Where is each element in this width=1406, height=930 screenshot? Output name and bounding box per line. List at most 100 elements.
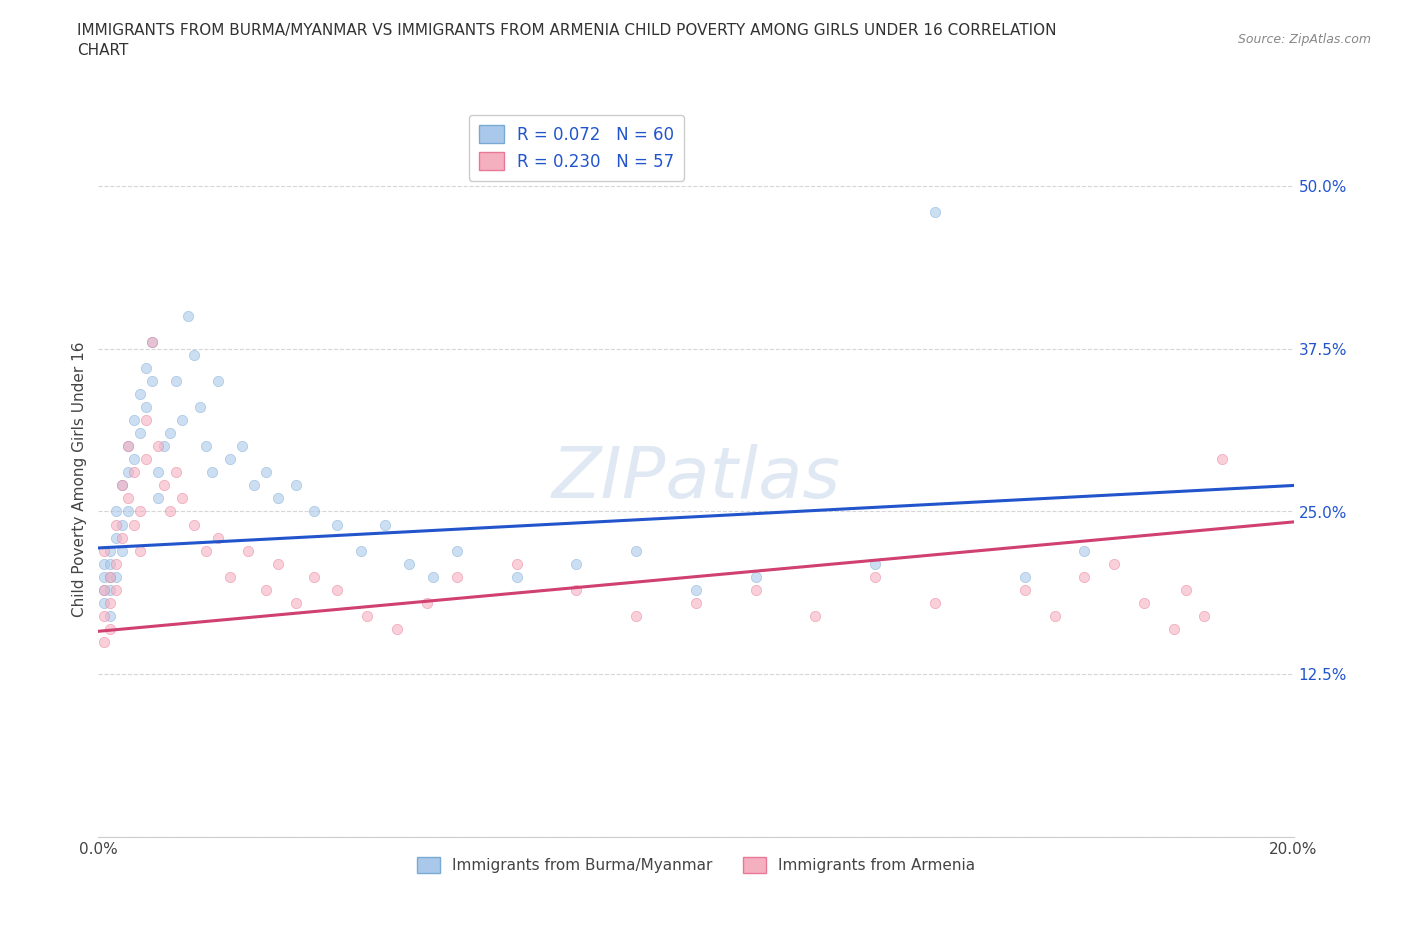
Point — [93, 582, 115, 597]
Point — [117, 491, 139, 506]
Point — [98, 582, 122, 597]
Point — [124, 465, 146, 480]
Point — [159, 504, 181, 519]
Point — [153, 478, 176, 493]
Point — [111, 478, 134, 493]
Point — [865, 556, 887, 571]
Point — [302, 569, 325, 584]
Point — [141, 335, 163, 350]
Point — [159, 426, 181, 441]
Point — [201, 465, 224, 480]
Point — [1163, 621, 1185, 636]
Point — [98, 595, 122, 610]
Point — [924, 205, 946, 219]
Point — [398, 556, 420, 571]
Point — [93, 569, 115, 584]
Point — [93, 608, 115, 623]
Point — [135, 361, 157, 376]
Point — [374, 517, 396, 532]
Point — [129, 504, 152, 519]
Point — [124, 413, 146, 428]
Point — [385, 621, 409, 636]
Point — [98, 608, 122, 623]
Point — [565, 556, 588, 571]
Point — [745, 569, 768, 584]
Point — [267, 491, 290, 506]
Point — [111, 478, 134, 493]
Point — [626, 543, 648, 558]
Point — [565, 582, 588, 597]
Point — [1073, 569, 1095, 584]
Point — [356, 608, 378, 623]
Point — [172, 491, 194, 506]
Point — [195, 543, 218, 558]
Point — [117, 465, 139, 480]
Point — [350, 543, 373, 558]
Point — [148, 439, 170, 454]
Point — [165, 465, 187, 480]
Point — [188, 400, 211, 415]
Point — [141, 335, 163, 350]
Point — [1014, 569, 1036, 584]
Point — [207, 530, 229, 545]
Point — [1104, 556, 1126, 571]
Point — [93, 634, 115, 649]
Point — [148, 465, 170, 480]
Point — [124, 452, 146, 467]
Point — [105, 556, 128, 571]
Point — [745, 582, 768, 597]
Point — [284, 478, 307, 493]
Y-axis label: Child Poverty Among Girls Under 16: Child Poverty Among Girls Under 16 — [72, 341, 87, 617]
Point — [135, 452, 157, 467]
Point — [626, 608, 648, 623]
Point — [98, 556, 122, 571]
Point — [93, 595, 115, 610]
Point — [129, 543, 152, 558]
Point — [172, 413, 194, 428]
Point — [804, 608, 827, 623]
Point — [326, 517, 349, 532]
Point — [98, 621, 122, 636]
Legend: Immigrants from Burma/Myanmar, Immigrants from Armenia: Immigrants from Burma/Myanmar, Immigrant… — [411, 851, 981, 880]
Point — [105, 504, 128, 519]
Point — [416, 595, 439, 610]
Point — [129, 426, 152, 441]
Point — [141, 374, 163, 389]
Point — [924, 595, 946, 610]
Point — [93, 543, 115, 558]
Point — [98, 569, 122, 584]
Point — [267, 556, 290, 571]
Text: Source: ZipAtlas.com: Source: ZipAtlas.com — [1237, 33, 1371, 46]
Point — [1014, 582, 1036, 597]
Point — [105, 517, 128, 532]
Point — [254, 465, 277, 480]
Point — [117, 504, 139, 519]
Point — [117, 439, 139, 454]
Point — [685, 595, 707, 610]
Point — [93, 582, 115, 597]
Point — [506, 556, 529, 571]
Text: ZIPatlas: ZIPatlas — [551, 445, 841, 513]
Point — [183, 348, 205, 363]
Point — [105, 582, 128, 597]
Point — [685, 582, 707, 597]
Point — [183, 517, 205, 532]
Point — [135, 413, 157, 428]
Point — [93, 556, 115, 571]
Point — [98, 543, 122, 558]
Point — [1175, 582, 1198, 597]
Point — [98, 569, 122, 584]
Point — [506, 569, 529, 584]
Point — [446, 569, 468, 584]
Point — [165, 374, 187, 389]
Point — [117, 439, 139, 454]
Point — [105, 530, 128, 545]
Point — [1192, 608, 1215, 623]
Point — [302, 504, 325, 519]
Point — [254, 582, 277, 597]
Point — [111, 517, 134, 532]
Point — [326, 582, 349, 597]
Point — [219, 569, 242, 584]
Point — [105, 569, 128, 584]
Point — [422, 569, 444, 584]
